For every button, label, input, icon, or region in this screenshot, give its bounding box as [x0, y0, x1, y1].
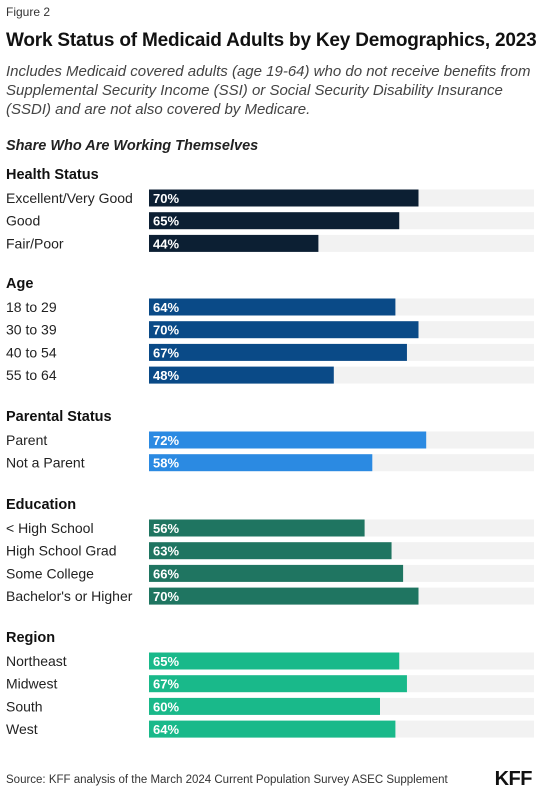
data-label: 65% — [153, 654, 179, 669]
data-label: 67% — [153, 345, 179, 360]
category-label: Bachelor's or Higher — [6, 588, 133, 604]
category-label: High School Grad — [6, 543, 117, 559]
group-header-region: Region — [6, 630, 55, 646]
bar — [149, 321, 419, 339]
data-label: 72% — [153, 433, 179, 448]
measure-label: Share Who Are Working Themselves — [6, 138, 259, 154]
bar — [149, 366, 334, 384]
category-label: Parent — [6, 432, 47, 448]
bar — [149, 343, 407, 361]
category-label: 40 to 54 — [6, 344, 57, 360]
kff-logo: KFF — [494, 768, 533, 790]
bar — [149, 234, 319, 252]
data-label: 56% — [153, 521, 179, 536]
data-label: 58% — [153, 456, 179, 471]
data-label: 64% — [153, 300, 179, 315]
data-label: 70% — [153, 323, 179, 338]
bar — [149, 454, 373, 472]
category-label: West — [6, 721, 38, 737]
group-header-age: Age — [6, 276, 33, 292]
bar — [149, 519, 365, 537]
bar — [149, 431, 427, 449]
bar — [149, 298, 396, 316]
category-label: 30 to 39 — [6, 322, 57, 338]
bar — [149, 189, 419, 207]
category-label: Excellent/Very Good — [6, 190, 133, 206]
group-header-education: Education — [6, 497, 76, 513]
category-label: South — [6, 698, 43, 714]
bar — [149, 720, 396, 738]
category-label: Not a Parent — [6, 455, 85, 471]
data-label: 66% — [153, 566, 179, 581]
data-label: 70% — [153, 589, 179, 604]
data-label: 65% — [153, 214, 179, 229]
group-header-parental-status: Parental Status — [6, 409, 112, 425]
data-label: 64% — [153, 722, 179, 737]
category-label: Northeast — [6, 653, 67, 669]
chart-title: Work Status of Medicaid Adults by Key De… — [6, 30, 537, 51]
category-label: Fair/Poor — [6, 235, 64, 251]
bar — [149, 587, 419, 605]
source-note: Source: KFF analysis of the March 2024 C… — [6, 774, 448, 786]
bar — [149, 542, 392, 560]
data-label: 44% — [153, 236, 179, 251]
data-label: 60% — [153, 699, 179, 714]
category-label: 18 to 29 — [6, 299, 57, 315]
data-label: 67% — [153, 677, 179, 692]
bar — [149, 212, 400, 230]
category-label: Good — [6, 213, 40, 229]
chart-subtitle: Includes Medicaid covered adults (age 19… — [6, 63, 531, 118]
figure-label: Figure 2 — [6, 5, 51, 19]
bar — [149, 697, 380, 715]
bar — [149, 675, 407, 693]
bar — [149, 652, 400, 670]
category-label: Some College — [6, 565, 94, 581]
bar — [149, 564, 404, 582]
category-label: Midwest — [6, 676, 57, 692]
category-label: < High School — [6, 520, 94, 536]
data-label: 63% — [153, 544, 179, 559]
category-label: 55 to 64 — [6, 367, 57, 383]
data-label: 70% — [153, 191, 179, 206]
group-header-health-status: Health Status — [6, 167, 99, 183]
data-label: 48% — [153, 368, 179, 383]
